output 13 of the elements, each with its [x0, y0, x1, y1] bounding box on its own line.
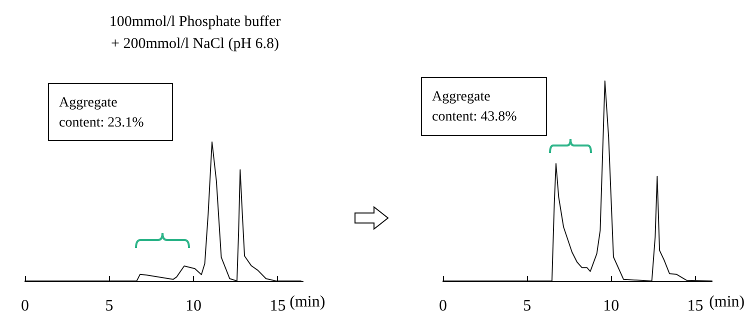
x-tick-label: 15 [687, 298, 704, 314]
x-tick-label: 5 [105, 298, 114, 314]
annotation: Aggregate content: 43.8% [432, 90, 518, 124]
chart-title: 100mmol/l Phosphate buffer + 200mmol/l NaCl (pH 6.8) [109, 14, 281, 52]
x-tick-label: 10 [185, 298, 202, 314]
x-tick-label: 10 [603, 298, 620, 314]
x-tick-label: 0 [21, 298, 29, 314]
x-tick-label: 5 [523, 298, 532, 314]
x-axis-title: (min) [709, 294, 745, 310]
x-tick-label: 15 [270, 298, 286, 314]
x-tick-label: 0 [439, 298, 447, 314]
x-axis-title: (min) [290, 294, 326, 310]
text: Aggregate content: 23.1% [59, 96, 144, 130]
